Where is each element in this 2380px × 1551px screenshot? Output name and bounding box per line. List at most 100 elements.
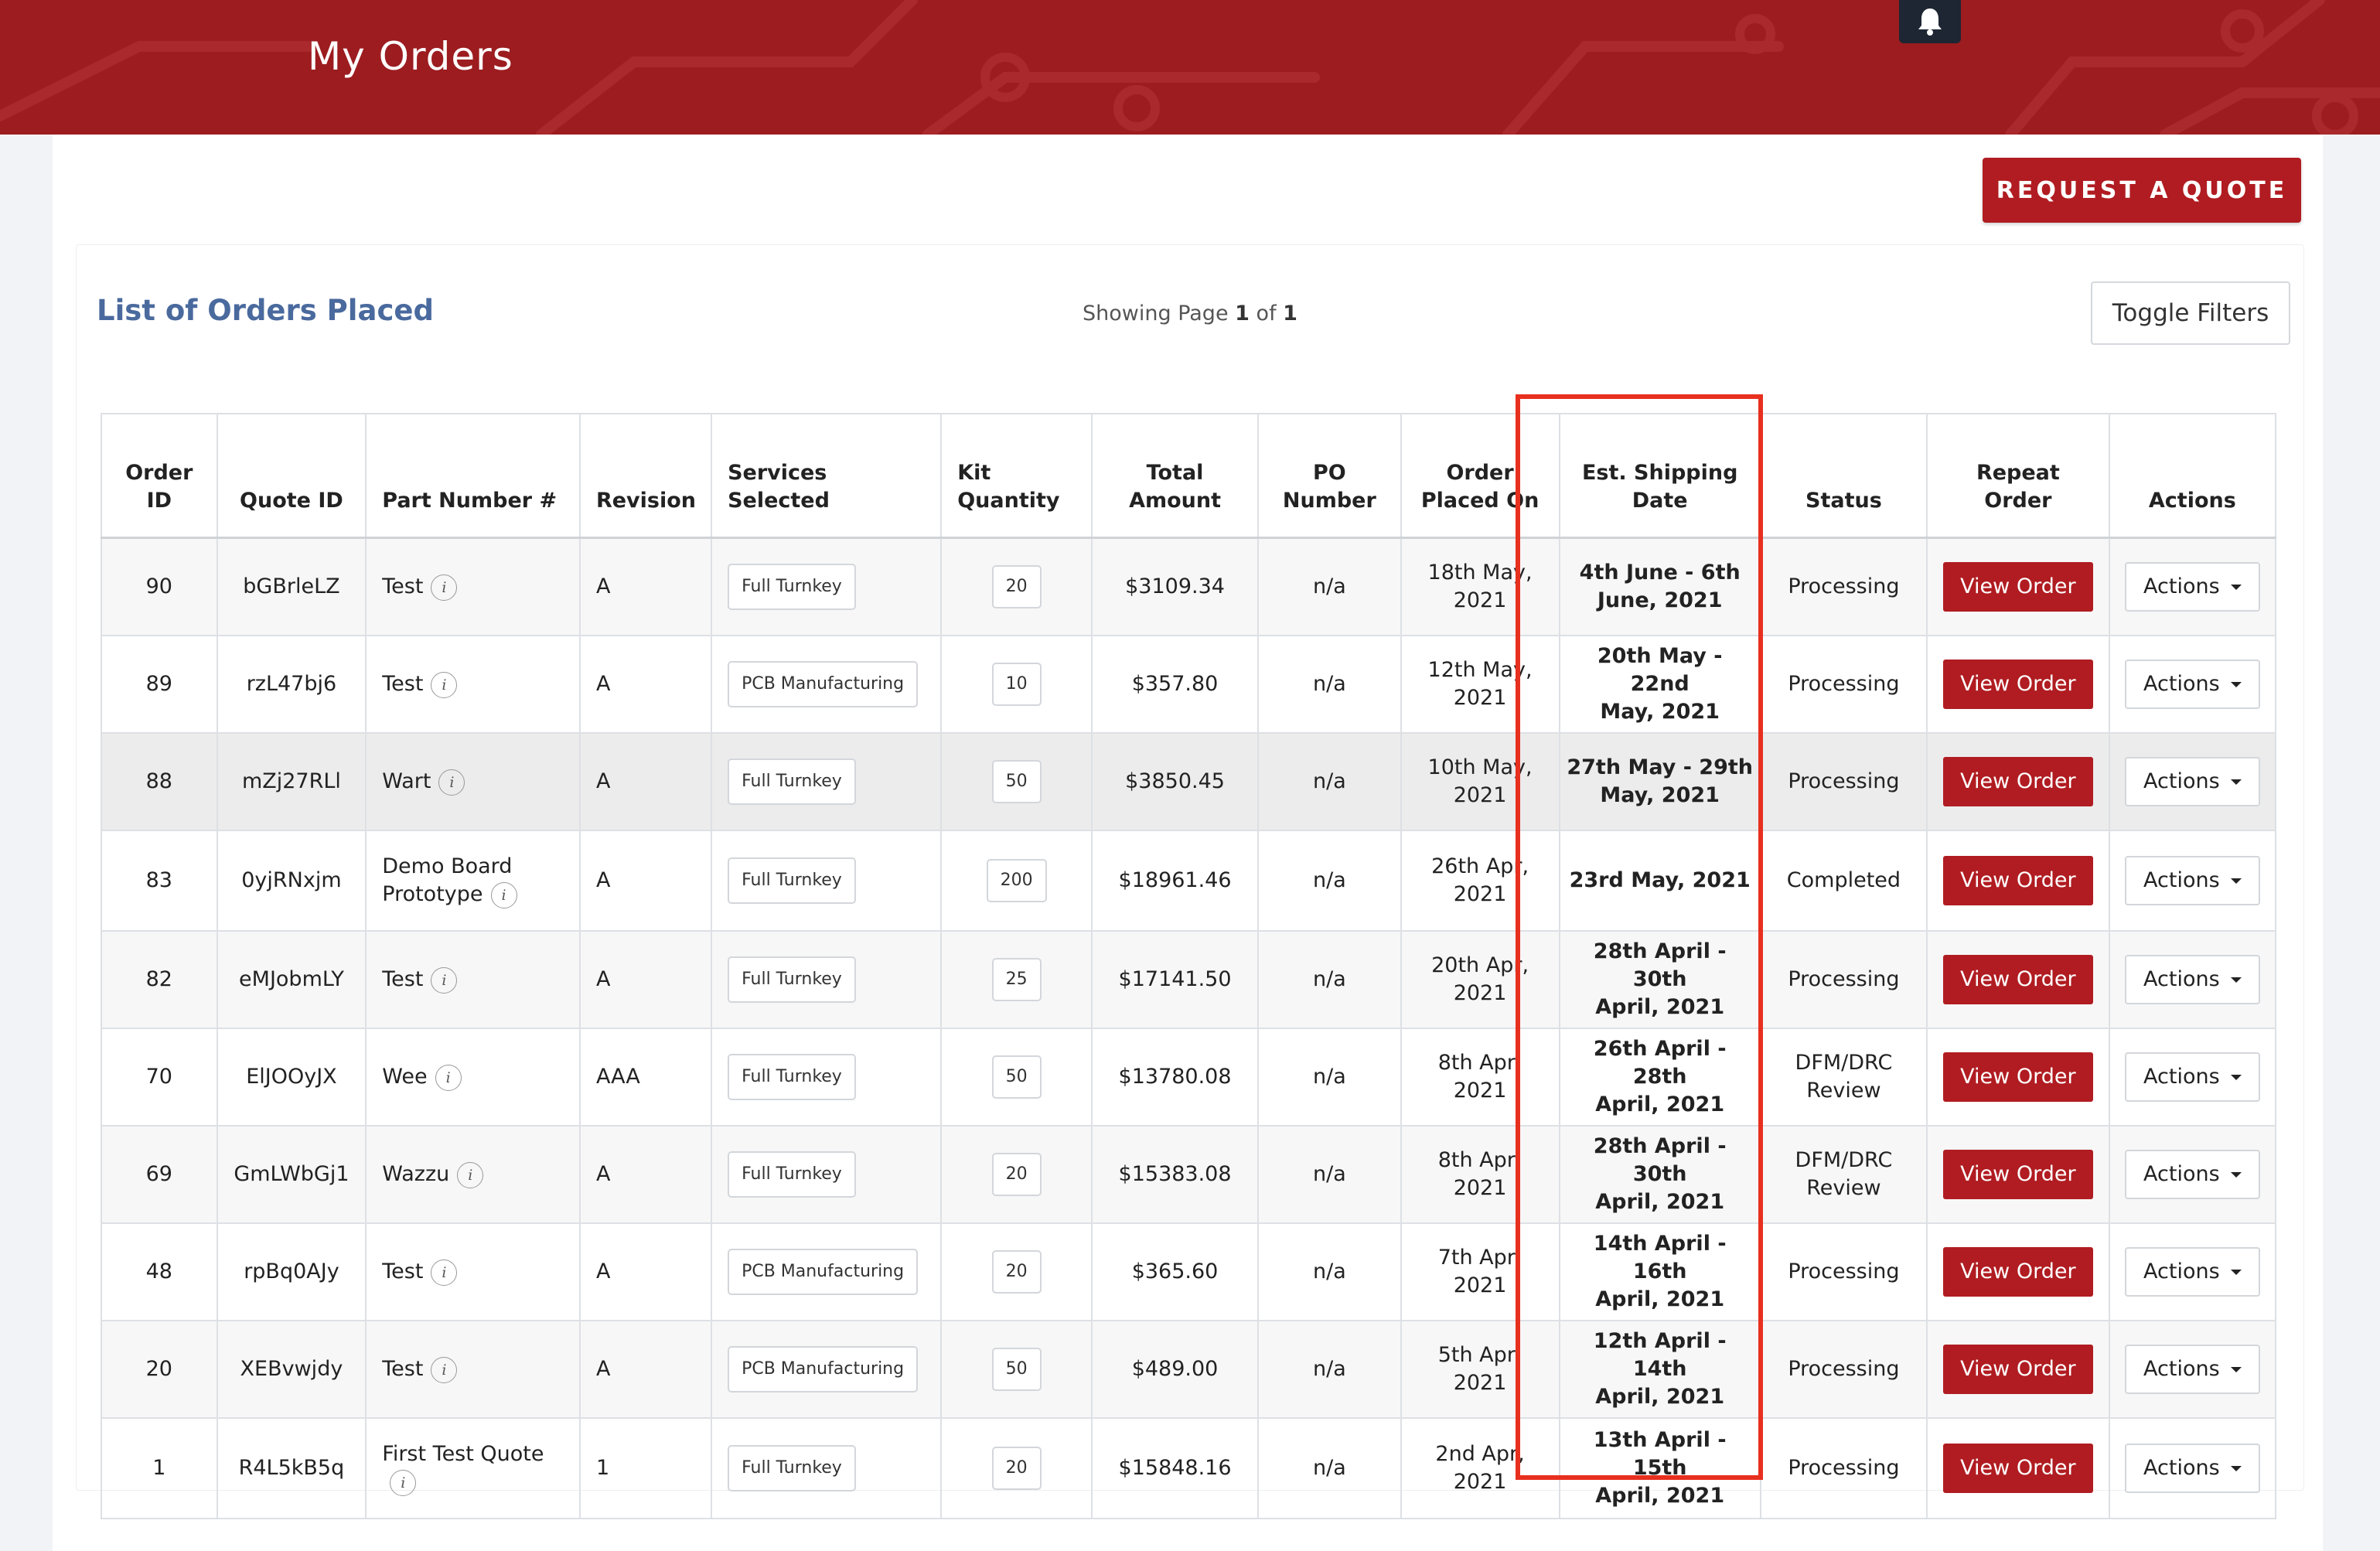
kit-quantity-badge: 50: [991, 1348, 1042, 1391]
po-number: n/a: [1257, 635, 1402, 734]
info-icon[interactable]: i: [438, 769, 465, 796]
actions-dropdown[interactable]: Actions: [2125, 1247, 2260, 1297]
kit-quantity-cell: 20: [940, 1417, 1093, 1519]
view-order-button[interactable]: View Order: [1943, 660, 2093, 709]
revision: A: [578, 732, 713, 831]
toggle-filters-button[interactable]: Toggle Filters: [2091, 281, 2290, 345]
service-badge: PCB Manufacturing: [728, 1346, 919, 1392]
actions-dropdown[interactable]: Actions: [2125, 1052, 2260, 1102]
info-icon[interactable]: i: [457, 1161, 484, 1188]
page-title: My Orders: [308, 34, 513, 79]
info-icon[interactable]: i: [435, 1064, 462, 1091]
col-est-shipping[interactable]: Est. Shipping Date: [1558, 413, 1761, 539]
part-number: Test: [382, 574, 424, 598]
total-amount: $17141.50: [1090, 930, 1260, 1029]
repeat-order-cell: View Order: [1926, 635, 2110, 734]
col-revision[interactable]: Revision: [578, 413, 713, 539]
circuit-pattern: [0, 0, 2380, 135]
actions-cell: Actions: [2108, 537, 2277, 636]
view-order-button[interactable]: View Order: [1943, 955, 2093, 1004]
view-order-button[interactable]: View Order: [1943, 1150, 2093, 1199]
view-order-button[interactable]: View Order: [1943, 1345, 2093, 1394]
request-quote-button[interactable]: REQUEST A QUOTE: [1983, 158, 2301, 223]
revision: A: [578, 1125, 713, 1224]
col-order-id[interactable]: Order ID: [101, 413, 218, 539]
col-po-number[interactable]: PO Number: [1257, 413, 1402, 539]
order-placed-date: 7th Apr, 2021: [1400, 1222, 1560, 1321]
col-services[interactable]: Services Selected: [711, 413, 943, 539]
revision: A: [578, 1222, 713, 1321]
info-icon[interactable]: i: [431, 966, 458, 994]
view-order-button[interactable]: View Order: [1943, 856, 2093, 905]
kit-quantity-badge: 50: [991, 760, 1042, 803]
view-order-button[interactable]: View Order: [1943, 562, 2093, 612]
actions-dropdown[interactable]: Actions: [2125, 1444, 2260, 1493]
part-number-cell: Wazzu i: [365, 1125, 581, 1224]
view-order-button[interactable]: View Order: [1943, 1444, 2093, 1493]
order-status: DFM/DRC Review: [1759, 1028, 1928, 1127]
service-badge: Full Turnkey: [728, 1054, 856, 1100]
actions-dropdown[interactable]: Actions: [2125, 955, 2260, 1004]
col-status[interactable]: Status: [1759, 413, 1928, 539]
col-quote-id[interactable]: Quote ID: [216, 413, 367, 539]
view-order-button[interactable]: View Order: [1943, 1247, 2093, 1297]
est-shipping-date: 14th April - 16th April, 2021: [1558, 1222, 1761, 1321]
order-id: 90: [101, 537, 218, 636]
order-id: 83: [101, 830, 218, 932]
order-placed-date: 2nd Apr, 2021: [1400, 1417, 1560, 1519]
est-shipping-date: 28th April - 30th April, 2021: [1558, 930, 1761, 1029]
part-number: Wee: [382, 1065, 428, 1089]
kit-quantity-cell: 20: [940, 537, 1093, 636]
col-kit-quantity[interactable]: Kit Quantity: [940, 413, 1093, 539]
total-amount: $3850.45: [1090, 732, 1260, 831]
col-total-amount[interactable]: Total Amount: [1090, 413, 1260, 539]
order-status: Processing: [1759, 1417, 1928, 1519]
info-icon[interactable]: i: [431, 1259, 458, 1286]
kit-quantity-badge: 20: [991, 565, 1042, 608]
notification-button[interactable]: [1899, 0, 1961, 43]
info-icon[interactable]: i: [390, 1469, 417, 1496]
repeat-order-cell: View Order: [1926, 1222, 2110, 1321]
caret-down-icon: [2230, 779, 2242, 785]
actions-dropdown[interactable]: Actions: [2125, 660, 2260, 709]
col-part-number[interactable]: Part Number #: [365, 413, 581, 539]
revision: 1: [578, 1417, 713, 1519]
total-amount: $365.60: [1090, 1222, 1260, 1321]
view-order-button[interactable]: View Order: [1943, 757, 2093, 806]
est-shipping-date: 12th April - 14th April, 2021: [1558, 1320, 1761, 1419]
caret-down-icon: [2230, 585, 2242, 590]
table-row: 20 XEBvwjdy Test i A PCB Manufacturing 50 $489.…: [101, 1320, 2277, 1419]
actions-dropdown[interactable]: Actions: [2125, 856, 2260, 905]
order-id: 20: [101, 1320, 218, 1419]
part-number: Test: [382, 1357, 424, 1381]
services-cell: PCB Manufacturing: [711, 635, 943, 734]
actions-dropdown[interactable]: Actions: [2125, 757, 2260, 806]
list-title: List of Orders Placed: [97, 294, 434, 327]
repeat-order-cell: View Order: [1926, 1417, 2110, 1519]
pagination-info: Showing Page 1 of 1: [1083, 302, 1297, 326]
repeat-order-cell: View Order: [1926, 830, 2110, 932]
info-icon[interactable]: i: [431, 671, 458, 698]
order-status: Completed: [1759, 830, 1928, 932]
part-number: Test: [382, 1260, 424, 1283]
kit-quantity-badge: 50: [991, 1055, 1042, 1099]
actions-dropdown[interactable]: Actions: [2125, 1150, 2260, 1199]
actions-dropdown[interactable]: Actions: [2125, 562, 2260, 612]
kit-quantity-badge: 20: [991, 1447, 1042, 1490]
part-number-cell: Test i: [365, 1320, 581, 1419]
info-icon[interactable]: i: [431, 574, 458, 601]
quote-id: 0yjRNxjm: [216, 830, 367, 932]
col-order-placed[interactable]: Order Placed On: [1400, 413, 1560, 539]
view-order-button[interactable]: View Order: [1943, 1052, 2093, 1102]
info-icon[interactable]: i: [431, 1356, 458, 1383]
quote-id: mZj27RLl: [216, 732, 367, 831]
repeat-order-cell: View Order: [1926, 1125, 2110, 1224]
actions-dropdown[interactable]: Actions: [2125, 1345, 2260, 1394]
caret-down-icon: [2230, 1075, 2242, 1080]
info-icon[interactable]: i: [490, 881, 517, 908]
kit-quantity-cell: 50: [940, 1028, 1093, 1127]
order-id: 89: [101, 635, 218, 734]
po-number: n/a: [1257, 537, 1402, 636]
po-number: n/a: [1257, 1028, 1402, 1127]
part-number-cell: Wee i: [365, 1028, 581, 1127]
